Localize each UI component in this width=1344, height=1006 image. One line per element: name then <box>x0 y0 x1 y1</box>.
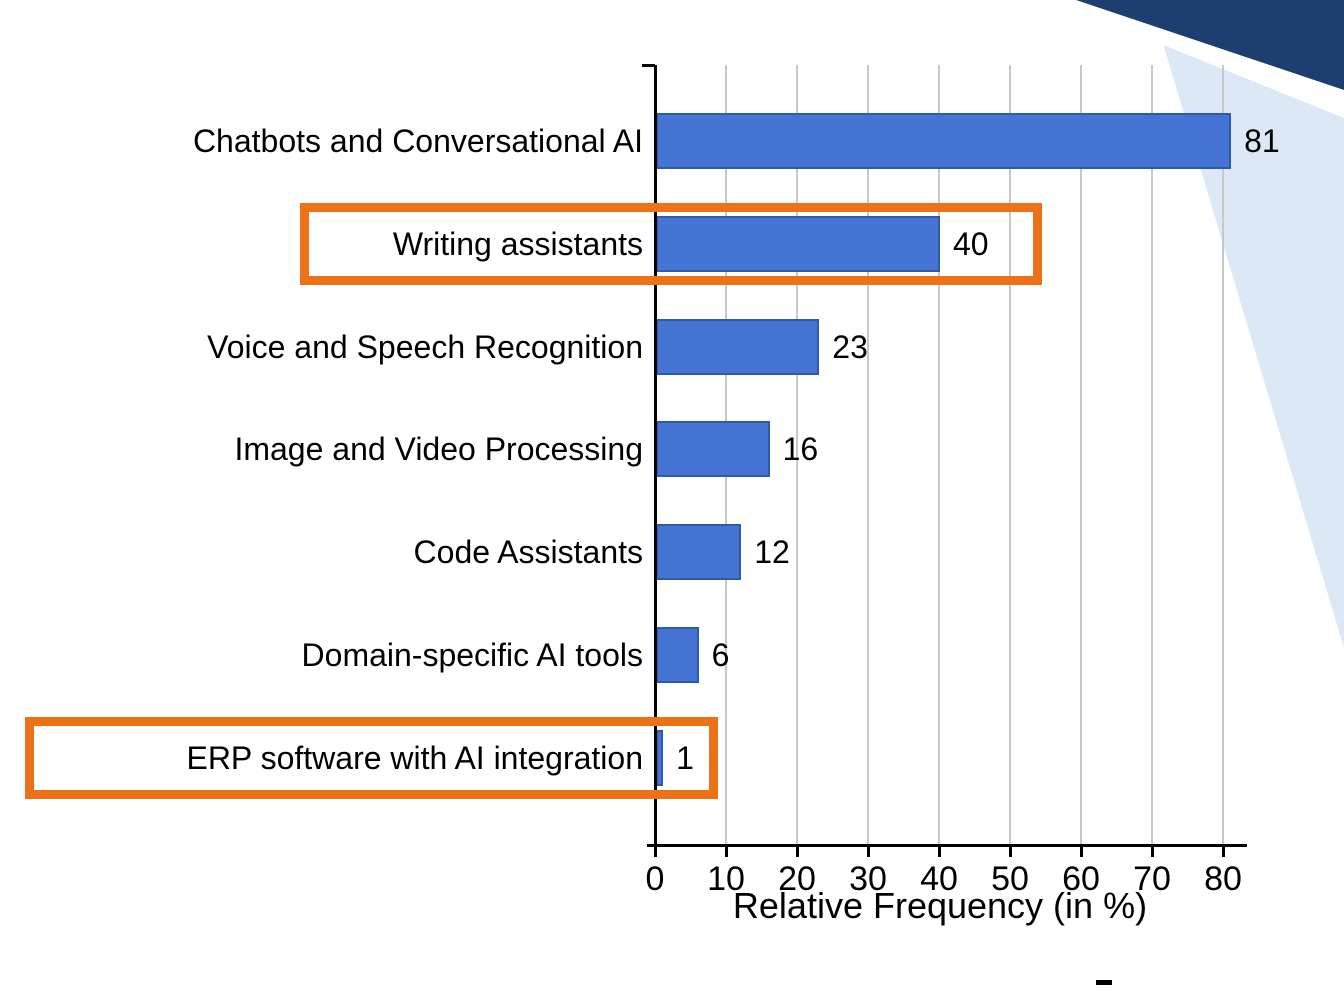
bar <box>656 215 940 272</box>
x-tick-label: 40 <box>920 860 958 898</box>
y-axis-top-tick <box>642 64 655 67</box>
x-tick <box>866 845 870 857</box>
x-tick-label: 60 <box>1062 860 1100 898</box>
x-tick <box>1221 845 1225 857</box>
x-tick-label: 0 <box>645 860 665 898</box>
bar <box>656 318 820 375</box>
gridline <box>1151 65 1153 845</box>
x-axis-line <box>647 844 1247 847</box>
x-tick-label: 70 <box>1133 860 1171 898</box>
stray-mark <box>1096 980 1112 985</box>
x-axis-title: Relative Frequency (in %) <box>732 885 1148 926</box>
gridline <box>867 65 869 845</box>
y-axis-line <box>654 65 657 845</box>
gridline <box>796 65 798 845</box>
bar <box>656 113 1232 169</box>
value-label: 40 <box>953 225 989 262</box>
category-label: Code Assistants <box>413 534 643 571</box>
highlight-box <box>25 716 718 799</box>
value-label: 23 <box>832 328 868 365</box>
x-tick <box>1008 845 1012 857</box>
bar <box>656 627 699 683</box>
value-label: 81 <box>1244 123 1280 159</box>
gridline <box>1009 65 1011 845</box>
category-label: Domain-specific AI tools <box>301 637 643 673</box>
bar <box>656 524 742 581</box>
x-tick-label: 50 <box>991 860 1029 898</box>
category-label: ERP software with AI integration <box>186 739 643 776</box>
x-tick <box>653 845 657 857</box>
value-label: 6 <box>711 637 730 673</box>
x-tick <box>1079 845 1083 857</box>
category-label: Writing assistants <box>392 225 643 262</box>
gridline <box>1222 65 1224 845</box>
value-label: 12 <box>754 534 790 571</box>
gridline <box>1080 65 1082 845</box>
x-tick <box>795 845 799 857</box>
x-tick <box>724 845 728 857</box>
value-label: 16 <box>782 431 819 468</box>
bar <box>656 729 664 786</box>
highlight-box <box>300 202 1042 285</box>
x-tick-label: 30 <box>849 860 887 898</box>
x-tick-label: 20 <box>778 860 816 898</box>
x-tick-label: 80 <box>1204 860 1242 898</box>
gridline <box>938 65 940 845</box>
x-tick-label: 10 <box>707 860 745 898</box>
category-label: Image and Video Processing <box>234 431 643 468</box>
category-label: Voice and Speech Recognition <box>207 328 643 365</box>
x-tick <box>1150 845 1154 857</box>
value-label: 1 <box>676 739 694 776</box>
category-label: Chatbots and Conversational AI <box>192 123 643 159</box>
bar <box>656 421 770 478</box>
x-tick <box>937 845 941 857</box>
